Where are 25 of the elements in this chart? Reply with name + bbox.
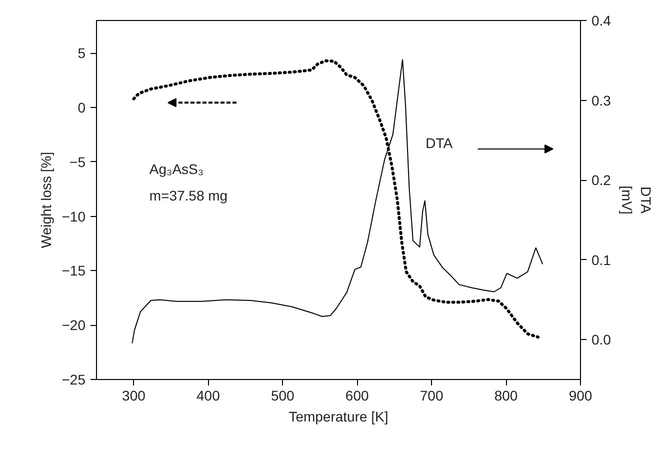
y-tick-label: −15 [62, 262, 86, 279]
x-tick-label: 800 [494, 388, 518, 404]
y-tick-label: −25 [62, 372, 86, 388]
y-tick-label: 0 [78, 100, 86, 116]
y-axis-title: Weight loss [%] [38, 152, 54, 248]
y2-tick-label: 0.3 [592, 92, 612, 108]
y2-tick-label: 0.4 [592, 12, 612, 28]
x-axis-title: Temperature [K] [288, 408, 388, 424]
y2-axis-title: DTA [mV] [618, 186, 654, 214]
y-tick-label: −5 [70, 154, 86, 170]
y-tick-label: 5 [78, 45, 86, 62]
x-tick-label: 400 [196, 388, 220, 404]
x-tick-label: 700 [420, 388, 444, 404]
y2-tick-label: 0.1 [592, 252, 612, 268]
annotation: Ag₃AsS₃ [149, 161, 204, 178]
x-tick-label: 900 [568, 388, 592, 404]
y2-tick-label: 0.0 [592, 332, 612, 348]
x-tick-label: 500 [270, 388, 295, 404]
annotation: m=37.58 mg [149, 187, 228, 204]
y-tick-label: −20 [62, 317, 86, 334]
annotation: DTA [426, 135, 454, 152]
x-tick-label: 600 [345, 388, 370, 404]
y-tick-label: −10 [62, 208, 86, 224]
y2-tick-label: 0.2 [592, 172, 612, 188]
x-tick-label: 300 [122, 388, 146, 404]
